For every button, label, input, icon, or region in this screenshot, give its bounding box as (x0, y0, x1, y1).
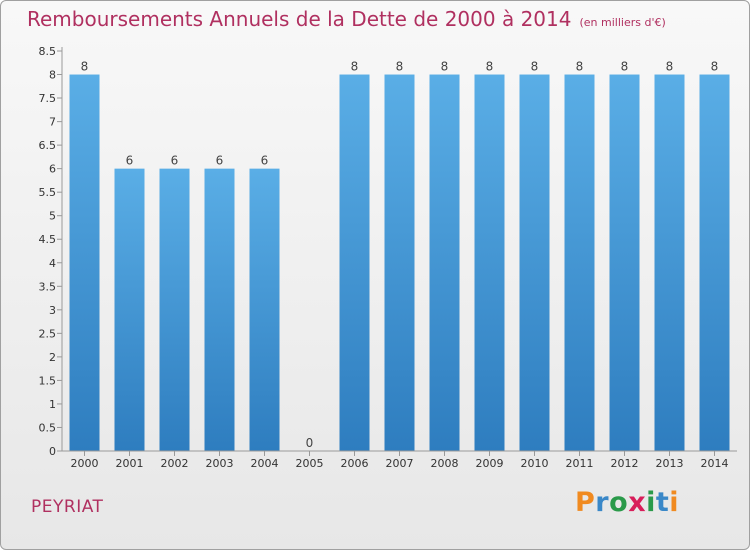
bar (384, 74, 415, 451)
chart-title: Remboursements Annuels de la Dette de 20… (27, 7, 666, 31)
logo-letter: o (609, 487, 629, 518)
logo-letter: t (655, 487, 670, 518)
logo-letter: x (628, 487, 647, 518)
bars-group: 8 6 6 6 6 0 8 8 8 8 8 8 8 8 8 (69, 60, 730, 451)
bar-value-label: 6 (216, 154, 224, 168)
y-tick-label: 1.5 (39, 374, 57, 387)
y-tick-label: 5.5 (39, 186, 57, 199)
bar (564, 74, 595, 451)
y-tick-label: 2.5 (39, 327, 57, 340)
logo-letter: i (646, 487, 656, 518)
bar-value-label: 8 (351, 60, 359, 74)
bar-value-label: 6 (171, 154, 179, 168)
bar-value-label: 6 (261, 154, 269, 168)
y-tick-label: 0.5 (39, 421, 57, 434)
bar (519, 74, 550, 451)
bar-value-label: 8 (531, 60, 539, 74)
x-tick-label: 2007 (386, 457, 414, 470)
x-tick-label: 2008 (431, 457, 459, 470)
y-tick-label: 8.5 (39, 45, 57, 58)
x-tick-label: 2001 (116, 457, 144, 470)
logo-letter: r (595, 487, 610, 518)
bar-value-label: 8 (576, 60, 584, 74)
bar-value-label: 8 (666, 60, 674, 74)
bar (159, 168, 190, 451)
y-tick-label: 6 (49, 163, 56, 176)
y-axis: 0 0.5 1 1.5 2 2.5 3 3.5 4 4.5 5 5.5 6 6.5 7 7.5 8 8.5 (39, 45, 63, 458)
commune-name: PEYRIAT (31, 497, 104, 517)
bar (609, 74, 640, 451)
y-tick-label: 4.5 (39, 233, 57, 246)
x-tick-label: 2009 (476, 457, 504, 470)
proxiti-logo: Proxiti (575, 487, 679, 518)
x-tick-label: 2010 (521, 457, 549, 470)
bar-value-label: 8 (486, 60, 494, 74)
bar (249, 168, 280, 451)
y-tick-label: 0 (49, 445, 56, 458)
x-tick-label: 2006 (341, 457, 369, 470)
bar (69, 74, 100, 451)
y-tick-label: 7 (49, 116, 56, 129)
y-tick-label: 2 (49, 351, 56, 364)
y-tick-label: 4 (49, 257, 56, 270)
bar-value-label: 8 (711, 60, 719, 74)
bar (474, 74, 505, 451)
x-tick-label: 2012 (611, 457, 639, 470)
x-tick-label: 2002 (161, 457, 189, 470)
bar-value-label: 8 (81, 60, 89, 74)
logo-letter: P (575, 487, 596, 518)
x-tick-label: 2013 (656, 457, 684, 470)
chart-unit: (en milliers d'€) (579, 16, 666, 29)
y-tick-label: 3.5 (39, 280, 57, 293)
x-tick-label: 2005 (296, 457, 324, 470)
x-tick-label: 2011 (566, 457, 594, 470)
y-tick-label: 8 (49, 69, 56, 82)
y-tick-label: 7.5 (39, 92, 57, 105)
bar (204, 168, 235, 451)
y-tick-label: 5 (49, 210, 56, 223)
bar (699, 74, 730, 451)
bar-value-label: 8 (441, 60, 449, 74)
bar-value-label: 6 (126, 154, 134, 168)
x-tick-label: 2004 (251, 457, 279, 470)
bar (429, 74, 460, 451)
bar (339, 74, 370, 451)
x-axis: 2000 2001 2002 2003 2004 2005 2006 2007 2008 2009… (62, 450, 737, 470)
chart-title-text: Remboursements Annuels de la Dette de 20… (27, 7, 572, 31)
y-tick-label: 3 (49, 304, 56, 317)
y-tick-label: 6.5 (39, 139, 57, 152)
x-tick-label: 2003 (206, 457, 234, 470)
x-tick-label: 2000 (71, 457, 99, 470)
bar-value-label: 8 (396, 60, 404, 74)
bar-value-label: 8 (621, 60, 629, 74)
x-tick-label: 2014 (701, 457, 729, 470)
bar-value-label: 0 (306, 436, 314, 450)
bar (114, 168, 145, 451)
bar (654, 74, 685, 451)
logo-letter: i (669, 487, 680, 518)
y-tick-label: 1 (49, 398, 56, 411)
